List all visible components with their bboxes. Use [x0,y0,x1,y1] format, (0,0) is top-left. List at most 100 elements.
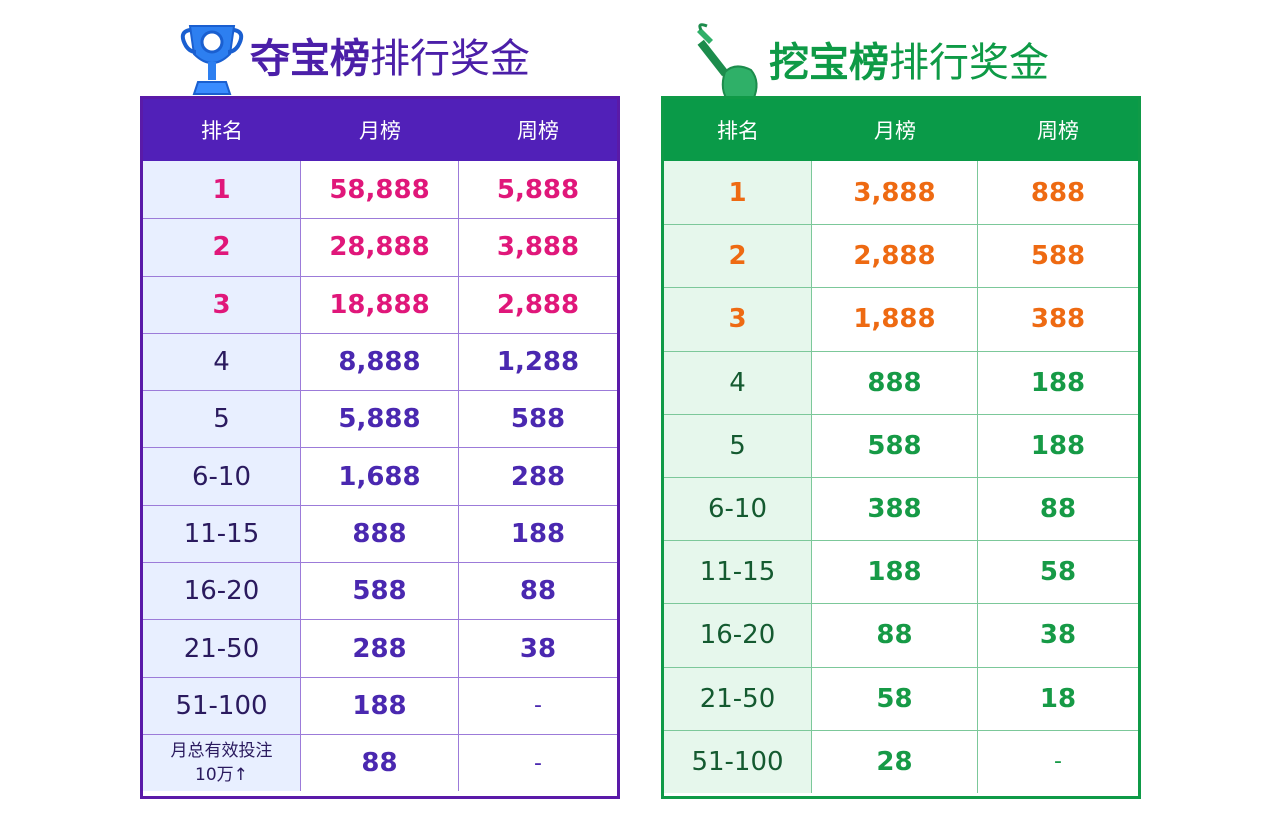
month-prize: 3,888 [812,161,978,225]
week-prize: 88 [519,576,557,607]
table-row: 51-100 188 - [143,676,617,734]
month-prize: 188 [301,677,459,734]
rank-cell: 16-20 [664,604,812,667]
table-row: 3 18,888 2,888 [143,275,617,333]
table-row: 2 2,888 588 [664,224,1138,288]
rank-cell: 4 [664,351,812,414]
table-header: 排名 月榜 周榜 [664,99,1138,161]
header-rank: 排名 [201,119,243,143]
header-rank: 排名 [717,119,759,143]
rank-line: 10万↑ [195,765,248,786]
rank-cell: 5 [664,414,812,477]
wabao-prize-table: 排名 月榜 周榜 1 3,888 888 2 2,888 588 3 1,888… [661,96,1141,799]
right-title-bold: 挖宝榜 [769,40,889,86]
header-week: 周榜 [517,119,559,143]
month-prize: 588 [812,414,978,477]
left-title: 夺宝榜 排行奖金 [180,14,530,104]
month-prize: 18,888 [301,276,459,333]
table-row: 4 8,888 1,288 [143,332,617,391]
table-row: 6-10 1,688 288 [143,447,617,505]
table-row: 11-15 888 188 [143,504,617,563]
rank-cell: 16-20 [143,563,301,620]
week-prize: 288 [510,461,566,492]
week-prize: - [1054,749,1062,775]
month-prize: 588 [301,563,459,620]
week-prize: 5,888 [496,174,580,205]
trophy-icon [180,25,244,95]
table-row: 51-100 28 - [664,729,1138,793]
week-prize: 188 [510,518,566,549]
month-prize: 28,888 [301,219,459,276]
rank-cell: 1 [143,161,301,219]
week-prize: 188 [1030,367,1086,398]
header-month: 月榜 [359,119,401,143]
month-prize: 5,888 [301,391,459,448]
header-week: 周榜 [1037,119,1079,143]
week-prize: - [534,693,542,719]
rank-cell: 11-15 [664,541,812,604]
table-row: 21-50 288 38 [143,619,617,677]
month-prize: 88 [812,604,978,667]
month-prize: 888 [301,505,459,563]
table-row: 1 58,888 5,888 [143,161,617,219]
rank-cell: 1 [664,161,812,225]
rank-cell: 51-100 [143,677,301,734]
table-row: 3 1,888 388 [664,287,1138,351]
rank-cell: 月总有效投注 10万↑ [143,734,301,792]
month-prize: 58 [812,667,978,730]
rank-cell: 21-50 [143,620,301,677]
week-prize: 38 [1039,620,1077,651]
table-header: 排名 月榜 周榜 [143,99,617,161]
month-prize: 1,888 [812,288,978,351]
week-prize: 588 [1030,241,1086,272]
table-row: 2 28,888 3,888 [143,218,617,276]
rank-cell: 5 [143,391,301,448]
week-prize: 388 [1030,304,1086,335]
week-prize: 58 [1039,557,1077,588]
rank-line: 月总有效投注 [170,741,273,762]
week-prize: 188 [1030,430,1086,461]
week-prize: 3,888 [496,232,580,263]
rank-cell: 6-10 [664,477,812,541]
table-row: 1 3,888 888 [664,161,1138,225]
month-prize: 888 [812,351,978,414]
week-prize: 588 [510,404,566,435]
table-row: 16-20 588 88 [143,562,617,620]
rank-cell: 3 [143,276,301,333]
week-prize: 888 [1030,177,1086,208]
month-prize: 288 [301,620,459,677]
rank-cell: 21-50 [664,667,812,730]
rank-cell: 2 [143,219,301,276]
rank-cell: 3 [664,288,812,351]
rank-cell: 2 [664,225,812,288]
month-prize: 58,888 [301,161,459,219]
right-title-rest: 排行奖金 [889,40,1049,86]
table-row: 16-20 88 38 [664,603,1138,667]
week-prize: 2,888 [496,289,580,320]
table-row: 21-50 58 18 [664,666,1138,730]
week-prize: - [534,750,542,776]
month-prize: 88 [301,734,459,792]
table-row: 6-10 388 88 [664,476,1138,541]
rank-cell: 4 [143,333,301,391]
table-row: 月总有效投注 10万↑ 88 - [143,733,617,792]
month-prize: 2,888 [812,225,978,288]
week-prize: 1,288 [496,347,580,378]
month-prize: 188 [812,541,978,604]
table-row: 5 588 188 [664,413,1138,477]
week-prize: 88 [1039,494,1077,525]
month-prize: 1,688 [301,448,459,505]
left-title-bold: 夺宝榜 [250,36,370,82]
table-row: 4 888 188 [664,350,1138,414]
week-prize: 18 [1039,683,1077,714]
table-row: 11-15 188 58 [664,540,1138,604]
rank-cell: 51-100 [664,730,812,793]
month-prize: 28 [812,730,978,793]
header-month: 月榜 [874,119,916,143]
rank-cell: 11-15 [143,505,301,563]
rank-cell: 6-10 [143,448,301,505]
month-prize: 8,888 [301,333,459,391]
table-row: 5 5,888 588 [143,390,617,448]
duobao-prize-table: 排名 月榜 周榜 1 58,888 5,888 2 28,888 3,888 3… [140,96,620,799]
week-prize: 38 [519,633,557,664]
